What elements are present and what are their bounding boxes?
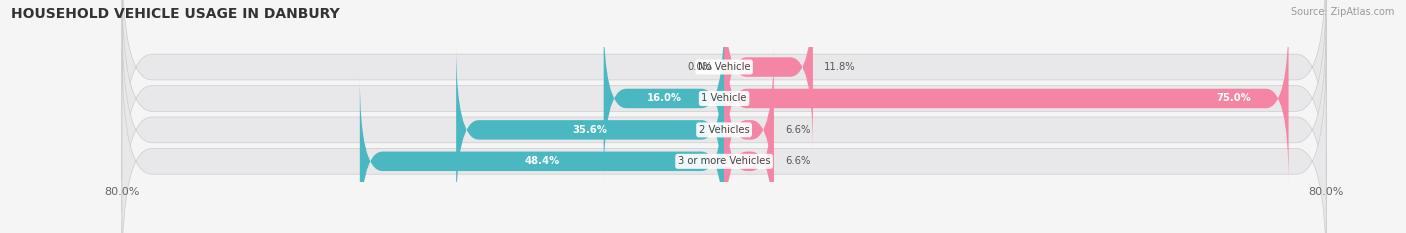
FancyBboxPatch shape [122, 0, 1326, 180]
Text: 3 or more Vehicles: 3 or more Vehicles [678, 156, 770, 166]
Text: 6.6%: 6.6% [785, 125, 810, 135]
FancyBboxPatch shape [603, 14, 724, 183]
FancyBboxPatch shape [724, 0, 813, 152]
Text: No Vehicle: No Vehicle [697, 62, 751, 72]
Text: 6.6%: 6.6% [785, 156, 810, 166]
Text: 1 Vehicle: 1 Vehicle [702, 93, 747, 103]
Text: 75.0%: 75.0% [1216, 93, 1251, 103]
Text: 35.6%: 35.6% [572, 125, 607, 135]
FancyBboxPatch shape [122, 0, 1326, 211]
FancyBboxPatch shape [122, 48, 1326, 233]
Text: 11.8%: 11.8% [824, 62, 856, 72]
Text: 0.0%: 0.0% [688, 62, 713, 72]
Text: Source: ZipAtlas.com: Source: ZipAtlas.com [1291, 7, 1395, 17]
Text: HOUSEHOLD VEHICLE USAGE IN DANBURY: HOUSEHOLD VEHICLE USAGE IN DANBURY [11, 7, 340, 21]
FancyBboxPatch shape [456, 45, 724, 214]
Text: 16.0%: 16.0% [647, 93, 682, 103]
FancyBboxPatch shape [724, 45, 773, 214]
FancyBboxPatch shape [122, 17, 1326, 233]
FancyBboxPatch shape [360, 77, 724, 233]
FancyBboxPatch shape [724, 14, 1288, 183]
Text: 48.4%: 48.4% [524, 156, 560, 166]
Text: 2 Vehicles: 2 Vehicles [699, 125, 749, 135]
FancyBboxPatch shape [724, 77, 773, 233]
